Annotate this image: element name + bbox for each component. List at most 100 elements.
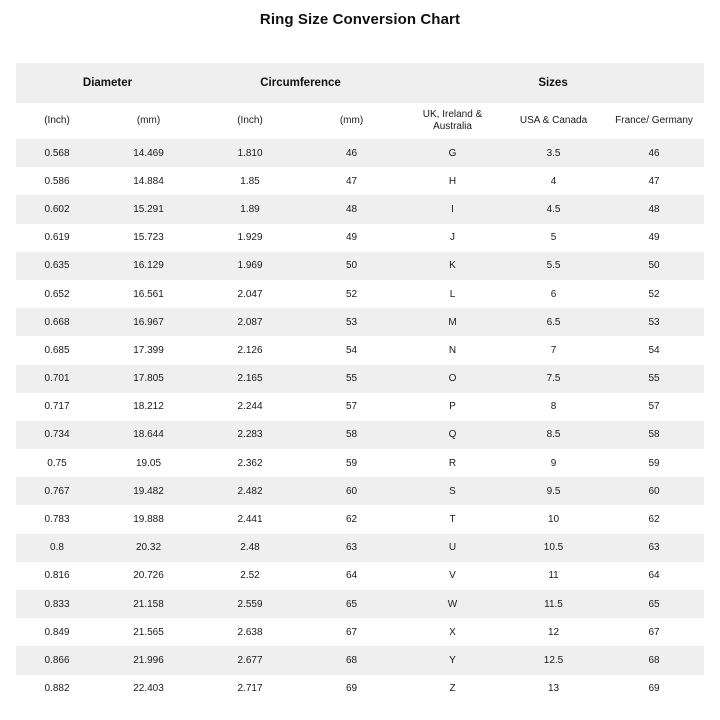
cell-circumference-inch: 2.677 [237, 654, 263, 666]
cell-uk-ireland-australia: V [449, 570, 456, 582]
cell-france-germany: 63 [648, 542, 660, 554]
cell-uk-ireland-australia: R [448, 457, 457, 469]
cell-circumference-inch: 2.362 [237, 457, 263, 469]
cell-diameter-mm: 22.403 [133, 683, 164, 695]
cell-diameter-inch: 0.619 [44, 232, 70, 244]
cell-circumference-mm: 46 [345, 147, 358, 159]
cell-uk-ireland-australia: Z [449, 683, 456, 695]
column-header-uk-ireland-australia: UK, Ireland & Australia [422, 109, 483, 132]
cell-circumference-inch: 2.126 [237, 344, 263, 356]
cell-circumference-mm: 68 [345, 654, 358, 666]
cell-circumference-mm: 64 [345, 570, 358, 582]
cell-circumference-mm: 49 [345, 232, 358, 244]
cell-uk-ireland-australia: P [449, 401, 456, 413]
cell-circumference-mm: 52 [345, 288, 358, 300]
cell-usa-canada: 10.5 [543, 542, 564, 554]
cell-france-germany: 68 [648, 654, 660, 666]
cell-usa-canada: 5 [550, 232, 557, 244]
cell-diameter-mm: 21.565 [133, 626, 164, 638]
cell-diameter-inch: 0.75 [47, 457, 67, 469]
cell-circumference-mm: 48 [345, 203, 358, 215]
cell-circumference-mm: 57 [345, 401, 358, 413]
cell-circumference-inch: 2.717 [237, 683, 263, 695]
cell-diameter-mm: 17.805 [133, 373, 164, 385]
cell-france-germany: 49 [648, 232, 660, 244]
column-header-diameter-mm: (mm) [136, 115, 161, 126]
cell-diameter-inch: 0.8 [50, 542, 64, 554]
cell-diameter-inch: 0.833 [44, 598, 70, 610]
cell-france-germany: 64 [648, 570, 660, 582]
cell-diameter-mm: 19.05 [135, 457, 162, 469]
table-row: 0.619 15.723 1.929 49 J 5 49 [16, 223, 705, 252]
cell-diameter-mm: 18.212 [133, 401, 164, 413]
cell-france-germany: 55 [648, 373, 660, 385]
cell-france-germany: 53 [648, 316, 660, 328]
cell-uk-ireland-australia: K [449, 260, 456, 272]
cell-usa-canada: 9.5 [546, 485, 561, 497]
table-row: 0.652 16.561 2.047 52 L 6 52 [16, 279, 705, 309]
cell-circumference-mm: 67 [345, 626, 358, 638]
cell-diameter-mm: 15.723 [133, 232, 164, 244]
table-row: 0.849 21.565 2.638 67 X 12 67 [16, 618, 705, 647]
ring-size-conversion-table: Diameter Circumference Sizes (Inch) (mm)… [16, 63, 705, 703]
cell-diameter-inch: 0.668 [44, 316, 70, 328]
group-header-circumference: Circumference [260, 77, 341, 89]
cell-circumference-mm: 47 [345, 175, 358, 187]
cell-usa-canada: 11.5 [544, 598, 563, 610]
group-header-row: Diameter Circumference Sizes [16, 63, 705, 103]
cell-uk-ireland-australia: M [448, 316, 457, 328]
cell-uk-ireland-australia: G [448, 147, 457, 159]
cell-circumference-mm: 65 [345, 598, 358, 610]
table-row: 0.734 18.644 2.283 58 Q 8.5 58 [16, 420, 705, 450]
table-row: 0.602 15.291 1.89 48 I 4.5 48 [16, 195, 705, 224]
cell-circumference-mm: 59 [345, 457, 358, 469]
cell-france-germany: 60 [648, 485, 660, 497]
table-row: 0.767 19.482 2.482 60 S 9.5 60 [16, 477, 705, 506]
cell-diameter-mm: 17.399 [133, 344, 164, 356]
cell-circumference-mm: 50 [345, 260, 358, 272]
table-row: 0.783 19.888 2.441 62 T 10 62 [16, 505, 705, 534]
cell-uk-ireland-australia: I [451, 203, 454, 215]
cell-france-germany: 54 [648, 344, 660, 356]
cell-diameter-mm: 20.726 [133, 570, 164, 582]
cell-circumference-inch: 2.244 [237, 401, 263, 413]
cell-diameter-inch: 0.866 [44, 654, 70, 666]
cell-france-germany: 67 [648, 626, 660, 638]
cell-diameter-inch: 0.717 [44, 401, 70, 413]
table-row: 0.635 16.129 1.969 50 K 5.5 50 [16, 251, 705, 280]
cell-circumference-inch: 2.638 [237, 626, 263, 638]
cell-diameter-mm: 21.996 [133, 654, 164, 666]
group-header-diameter: Diameter [82, 77, 133, 89]
conversion-table-container: Diameter Circumference Sizes (Inch) (mm)… [16, 63, 705, 703]
cell-circumference-mm: 62 [345, 514, 358, 526]
page-title: Ring Size Conversion Chart [259, 11, 461, 28]
cell-usa-canada: 12.5 [543, 654, 564, 666]
cell-circumference-inch: 2.559 [237, 598, 263, 610]
table-header: Diameter Circumference Sizes (Inch) (mm)… [16, 63, 705, 139]
table-row: 0.717 18.212 2.244 57 P 8 57 [16, 392, 705, 421]
cell-circumference-inch: 1.89 [240, 203, 260, 215]
cell-usa-canada: 11 [548, 570, 559, 582]
cell-usa-canada: 13 [547, 683, 560, 695]
cell-diameter-mm: 14.884 [133, 175, 164, 187]
cell-diameter-mm: 16.967 [133, 316, 164, 328]
cell-diameter-mm: 16.129 [133, 260, 164, 272]
cell-france-germany: 52 [648, 288, 660, 300]
cell-uk-ireland-australia: H [448, 175, 457, 187]
cell-usa-canada: 4.5 [546, 203, 561, 215]
cell-diameter-inch: 0.849 [44, 626, 70, 638]
cell-uk-ireland-australia: L [449, 288, 456, 300]
cell-usa-canada: 12 [547, 626, 560, 638]
column-header-usa-canada: USA & Canada [519, 115, 588, 126]
cell-circumference-inch: 2.087 [237, 316, 263, 328]
cell-france-germany: 47 [648, 175, 660, 187]
cell-diameter-mm: 19.482 [133, 485, 164, 497]
cell-diameter-mm: 20.32 [135, 542, 162, 554]
table-row: 0.586 14.884 1.85 47 H 4 47 [16, 167, 705, 196]
cell-circumference-mm: 60 [345, 485, 358, 497]
cell-uk-ireland-australia: T [449, 514, 456, 526]
cell-circumference-inch: 2.52 [240, 570, 260, 582]
cell-diameter-inch: 0.783 [44, 514, 70, 526]
cell-usa-canada: 7.5 [546, 373, 561, 385]
table-row: 0.866 21.996 2.677 68 Y 12.5 68 [16, 646, 705, 675]
